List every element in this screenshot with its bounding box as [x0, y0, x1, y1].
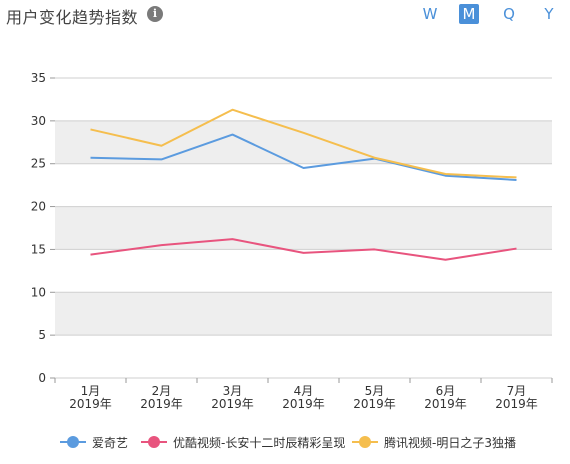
- x-tick-label: 5月: [365, 384, 385, 398]
- info-icon[interactable]: i: [147, 6, 163, 22]
- x-tick-label: 2019年: [69, 397, 112, 411]
- series-point-2-3: [302, 131, 306, 135]
- x-tick-label: 4月: [294, 384, 314, 398]
- y-tick-label: 5: [38, 328, 46, 342]
- legend-label-tencent: 腾讯视频-明日之子3独播: [384, 435, 516, 450]
- legend-swatch-iqiyi: [60, 436, 86, 448]
- legend-swatch-youku: [141, 436, 167, 448]
- series-point-2-1: [160, 144, 164, 148]
- x-tick-label: 7月: [507, 384, 527, 398]
- chart-series: [89, 108, 519, 262]
- y-tick-label: 20: [31, 200, 46, 214]
- chart-gridlines: [55, 77, 552, 379]
- period-month-button[interactable]: M: [459, 4, 479, 24]
- x-tick-label: 2019年: [353, 397, 396, 411]
- series-point-0-2: [231, 133, 235, 137]
- period-year-button[interactable]: Y: [544, 5, 554, 23]
- legend-label-youku: 优酷视频-长安十二时辰精彩呈现: [173, 435, 346, 450]
- y-tick-label: 35: [31, 71, 46, 85]
- x-tick-label: 1月: [81, 384, 101, 398]
- grid-band: [55, 292, 552, 336]
- y-axis-ticks: 0 5 10 15 20 25 30 35: [31, 71, 55, 385]
- chart-legend: 爱奇艺 优酷视频-长安十二时辰精彩呈现 腾讯视频-明日之子3独播: [0, 430, 570, 454]
- series-point-2-2: [231, 108, 235, 112]
- series-point-1-1: [160, 243, 164, 247]
- y-tick-label: 0: [38, 371, 46, 385]
- series-point-1-3: [302, 251, 306, 255]
- grid-band: [55, 120, 552, 164]
- legend-item-iqiyi[interactable]: 爱奇艺: [60, 430, 128, 454]
- x-tick-label: 2019年: [424, 397, 467, 411]
- x-tick-label: 2019年: [282, 397, 325, 411]
- series-point-2-6: [515, 175, 519, 179]
- period-week-button[interactable]: W: [422, 5, 438, 23]
- x-tick-label: 6月: [436, 384, 456, 398]
- x-tick-label: 2019年: [211, 397, 254, 411]
- series-line-1: [90, 238, 517, 261]
- series-point-2-0: [89, 127, 93, 131]
- series-point-1-2: [231, 237, 235, 241]
- y-tick-label: 30: [31, 114, 46, 128]
- chart-title: 用户变化趋势指数: [6, 8, 139, 27]
- series-line-0: [90, 133, 517, 181]
- x-axis-ticks: 1月2019年2月2019年3月2019年4月2019年5月2019年6月201…: [54, 378, 553, 411]
- y-tick-label: 15: [31, 242, 46, 256]
- grid-band: [55, 206, 552, 250]
- series-point-2-4: [373, 156, 377, 160]
- x-tick-label: 2019年: [140, 397, 183, 411]
- x-tick-label: 2月: [152, 384, 172, 398]
- series-point-1-5: [444, 258, 448, 262]
- chart-header: 用户变化趋势指数 i W M Q Y: [0, 0, 570, 30]
- series-point-1-4: [373, 247, 377, 251]
- series-point-0-0: [89, 156, 93, 160]
- period-quarter-button[interactable]: Q: [503, 5, 515, 23]
- series-point-0-3: [302, 166, 306, 170]
- series-point-1-6: [515, 247, 519, 251]
- series-point-1-0: [89, 253, 93, 257]
- legend-swatch-tencent: [352, 436, 378, 448]
- legend-item-tencent[interactable]: 腾讯视频-明日之子3独播: [352, 430, 516, 454]
- y-tick-label: 10: [31, 285, 46, 299]
- x-tick-label: 2019年: [495, 397, 538, 411]
- legend-item-youku[interactable]: 优酷视频-长安十二时辰精彩呈现: [141, 430, 345, 454]
- legend-label-iqiyi: 爱奇艺: [92, 435, 129, 450]
- series-point-0-1: [160, 157, 164, 161]
- series-point-2-5: [444, 172, 448, 176]
- chart-bands: [55, 120, 552, 336]
- y-tick-label: 25: [31, 157, 46, 171]
- x-tick-label: 3月: [223, 384, 243, 398]
- series-line-2: [90, 108, 517, 179]
